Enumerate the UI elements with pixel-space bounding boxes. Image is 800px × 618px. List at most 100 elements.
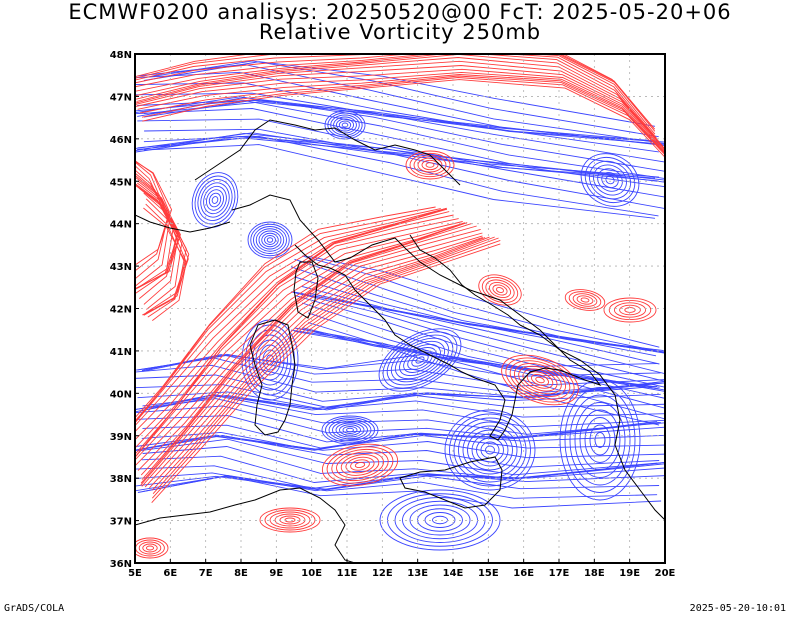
contour-ring [390,337,450,383]
x-tick-label: 15E [478,568,499,579]
contour-line [135,394,665,428]
contour-line [143,99,659,153]
x-tick-label: 10E [301,568,322,579]
contour-line [135,65,665,152]
contour-ring [333,116,357,134]
x-tick-label: 5E [128,568,142,579]
contour-ring [346,427,354,433]
contour-ring [449,413,531,487]
contour-ring [335,118,355,132]
lat-lon-gridlines [135,54,665,563]
coastlines [135,119,665,563]
contour-line [294,294,665,391]
contour-ring [253,226,287,254]
contour-line [308,312,657,388]
contour-line [135,435,660,468]
footer-timestamp: 2025-05-20-10:01 [689,603,786,614]
contour-ring [326,446,394,484]
contour-ring [332,420,368,440]
contour-line [145,203,186,318]
x-tick-label: 13E [407,568,428,579]
y-tick-label: 36N [110,559,132,570]
contour-ring [379,489,501,551]
contour-ring [264,235,276,245]
contour-line [137,136,659,217]
contour-line [152,236,495,491]
contour-ring [488,281,512,299]
contour-ring [432,515,448,525]
contour-ring [197,179,233,221]
contour-line [135,214,454,449]
contour-ring [145,545,155,551]
chart-subtitle: Relative Vorticity 250mb [258,20,542,44]
contour-line [142,475,662,509]
contour-ring [417,508,463,532]
contour-line [301,285,660,352]
contour-line [135,183,179,305]
contour-line [151,243,501,504]
contour-ring [194,175,236,225]
contour-ring [564,289,606,311]
contour-ring [250,223,290,257]
contour-ring [338,120,352,130]
contour-ring [619,304,641,316]
contour-line [135,160,170,272]
contour-ring [425,162,435,168]
contour-ring [594,432,606,448]
contour-line [294,327,665,420]
contour-ring [593,164,627,196]
x-tick-label: 12E [372,568,393,579]
contour-ring [321,443,399,487]
contour-line [140,232,483,484]
contour-line [143,198,187,316]
x-tick-label: 20E [655,568,676,579]
x-tick-label: 6E [163,568,177,579]
contour-ring [505,357,575,403]
y-tick-label: 41N [110,347,132,358]
contour-ring [597,168,623,192]
contour-ring [342,426,358,434]
contour-ring [191,172,239,228]
contour-ring [531,374,549,386]
contour-ring [568,291,602,309]
contour-ring [261,232,279,248]
contour-line [144,144,656,219]
contour-ring [580,153,640,207]
contour-ring [421,159,439,171]
y-tick-label: 48N [110,50,132,61]
contour-ring [409,504,471,536]
y-tick-label: 37N [110,517,132,528]
contour-ring [471,433,509,467]
contour-line [141,228,481,480]
x-tick-label: 18E [584,568,605,579]
contour-line [301,293,665,375]
contour-ring [559,379,641,501]
contour-line [144,60,659,138]
contour-ring [467,429,513,471]
contour-ring [211,196,219,204]
contour-ring [584,156,636,204]
contour-ring [269,511,311,529]
y-axis-ticks: 36N 37N 38N 39N 40N 41N 42N 43N 44N 45N 46N 47N 48N [110,50,139,570]
contour-ring [588,160,632,200]
contour-ring [601,172,619,188]
contour-line [301,302,660,390]
x-tick-label: 14E [443,568,464,579]
contour-ring [264,509,316,531]
contour-ring [509,360,571,400]
contour-ring [564,387,636,493]
contour-line [142,79,665,158]
contour-line [135,54,656,135]
contour-ring [325,417,375,443]
contour-line [138,187,190,315]
contour-line [135,71,665,154]
y-tick-label: 42N [110,305,132,316]
contour-line [135,222,465,458]
contour-ring [584,417,616,463]
contour-ring [535,376,545,384]
contour-ring [387,493,493,547]
contour-ring [613,302,647,318]
contour-ring [589,424,611,456]
contour-line [141,77,665,156]
contour-ring [327,112,363,138]
